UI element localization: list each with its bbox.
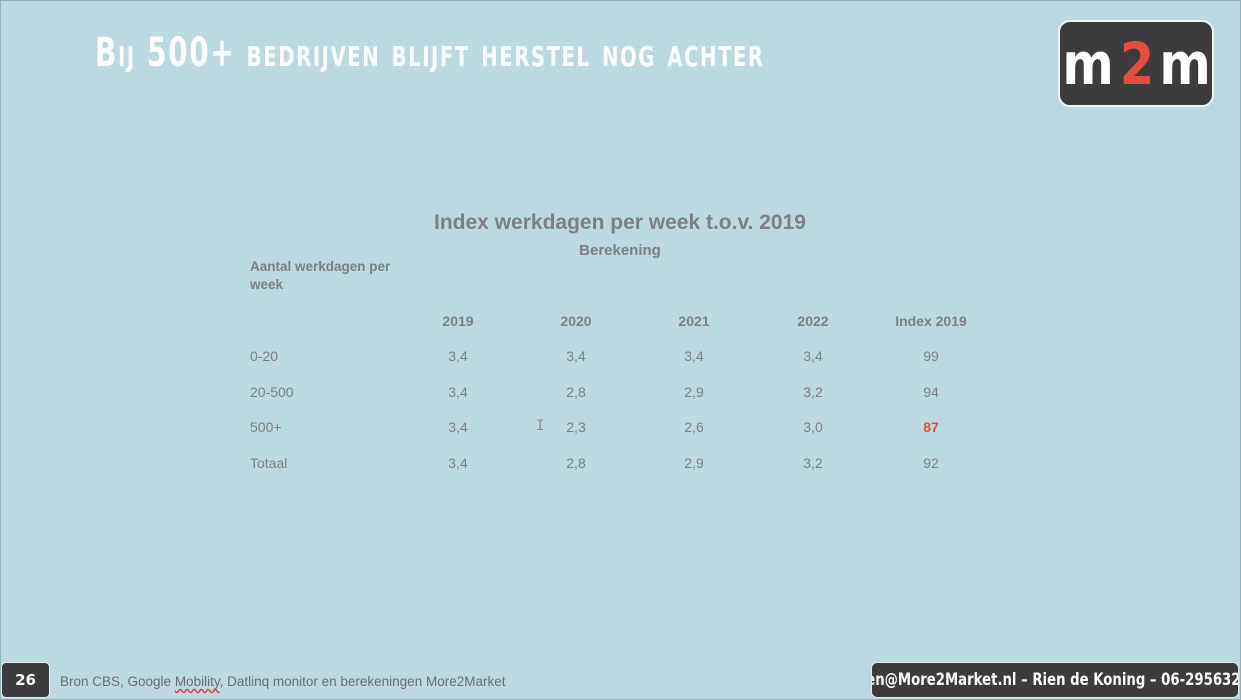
row-label: 500+	[250, 419, 282, 435]
table-cell: 2,9	[684, 455, 704, 471]
table-cell: 3,2	[803, 384, 823, 400]
col-header-index-2019: Index 2019	[895, 313, 967, 329]
col-header-2019: 2019	[442, 313, 474, 329]
table-cell-index: 92	[923, 455, 939, 471]
table-cell: 2,9	[684, 384, 704, 400]
table-cell: 2,8	[566, 455, 586, 471]
col-header-2020: 2020	[560, 313, 592, 329]
table-cell: 3,4	[566, 348, 586, 364]
source-note: Bron CBS, Google Mobility, Datlinq monit…	[60, 674, 505, 689]
contact-text: Rien@More2Market.nl – Rien de Koning – 0…	[871, 670, 1239, 690]
logo-letter-m2: m	[1159, 29, 1211, 98]
logo-letter-m1: m	[1062, 29, 1114, 98]
row-label: 20-500	[250, 384, 294, 400]
table-cell: 3,4	[448, 348, 468, 364]
source-suffix: , Datlinq monitor en berekeningen More2M…	[219, 674, 506, 689]
row-label: Totaal	[250, 455, 288, 471]
table-cell: 2,3	[566, 419, 586, 435]
table-cell: 3,4	[803, 348, 823, 364]
table-subtitle: Berekening	[579, 242, 661, 259]
page-number-badge: 26	[1, 662, 50, 698]
slide-title: Bij 500+ bedrijven blijft herstel nog ac…	[95, 30, 765, 76]
table-cell: 3,4	[448, 455, 468, 471]
table-cell: 3,0	[803, 419, 823, 435]
table-cell: 2,6	[684, 419, 704, 435]
table-cell-index: 94	[923, 384, 939, 400]
logo-digit-2: 2	[1119, 29, 1154, 98]
source-prefix: Bron CBS, Google	[60, 674, 175, 689]
table-cell: 3,4	[448, 384, 468, 400]
row-label: 0-20	[250, 348, 279, 364]
table-cell: 3,4	[684, 348, 704, 364]
text-cursor-icon: I	[536, 418, 545, 434]
table-title: Index werkdagen per week t.o.v. 2019	[434, 211, 806, 234]
source-misspelled-word: Mobility	[174, 674, 220, 689]
col-header-2021: 2021	[678, 313, 710, 329]
table-cell-index: 99	[923, 348, 939, 364]
table-cell-index-highlight: 87	[923, 419, 939, 435]
col-header-2022: 2022	[797, 313, 829, 329]
contact-badge: Rien@More2Market.nl – Rien de Koning – 0…	[871, 662, 1239, 698]
table-cell: 3,2	[803, 455, 823, 471]
table-cell: 3,4	[448, 419, 468, 435]
row-header-label: Aantal werkdagen per week	[250, 259, 391, 292]
table-cell: 2,8	[566, 384, 586, 400]
